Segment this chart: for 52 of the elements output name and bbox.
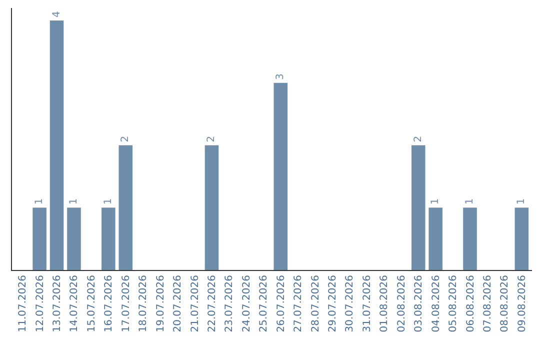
x-tick-label: 04.08.2026 [430,275,442,332]
x-tick-label: 26.07.2026 [276,275,287,332]
x-tick-label: 30.07.2026 [344,275,356,332]
x-tick-label: 03.08.2026 [414,275,425,332]
data-label: 1 [430,198,442,205]
x-tick-label: 28.07.2026 [310,275,322,332]
x-tick-label: 27.07.2026 [293,275,304,332]
x-tick-label: 02.08.2026 [396,275,408,332]
bar [32,208,46,270]
x-tick-label: 17.07.2026 [120,275,132,332]
data-label: 2 [412,136,424,142]
data-label: 1 [34,198,46,205]
x-tick-label: 21.07.2026 [190,275,201,332]
x-tick-label: 11.07.2026 [18,275,29,332]
data-label: 1 [516,198,528,205]
data-label: 1 [464,198,476,205]
x-tick-label: 08.08.2026 [500,275,511,332]
x-tick-label: 31.07.2026 [362,275,373,332]
x-tick-label: 06.08.2026 [465,275,476,332]
x-tick-label: 24.07.2026 [241,275,252,332]
x-tick-label: 14.07.2026 [69,275,80,332]
bar [274,82,288,270]
bar [67,208,81,270]
bar [411,145,426,270]
bar [102,208,116,270]
data-label: 4 [51,11,62,18]
bar [50,20,64,270]
bar [463,208,477,270]
x-tick-label: 19.07.2026 [155,275,166,332]
x-tick-label: 16.07.2026 [104,275,115,332]
x-tick-label: 29.07.2026 [328,275,339,332]
x-tick-label: 15.07.2026 [86,275,98,332]
data-label: 3 [275,73,286,80]
x-tick-label: 05.08.2026 [448,275,460,332]
bar [514,208,529,270]
x-tick-label: 25.07.2026 [258,275,270,332]
data-label: 2 [120,136,132,142]
bar [428,208,442,270]
x-tick-label: 23.07.2026 [224,275,236,332]
data-label: 2 [206,136,218,142]
x-tick-label: 18.07.2026 [138,275,150,332]
bar [118,145,133,270]
x-tick-label: 20.07.2026 [172,275,184,332]
x-tick-label: 22.07.2026 [206,275,218,332]
data-label: 1 [68,198,80,205]
x-tick-label: 01.08.2026 [379,275,390,332]
x-tick-label: 13.07.2026 [52,275,64,332]
data-label: 1 [102,198,114,205]
x-tick-label: 09.08.2026 [516,275,528,332]
x-tick-label: 12.07.2026 [34,275,46,332]
bar [204,145,219,270]
x-tick-label: 07.08.2026 [482,275,494,332]
